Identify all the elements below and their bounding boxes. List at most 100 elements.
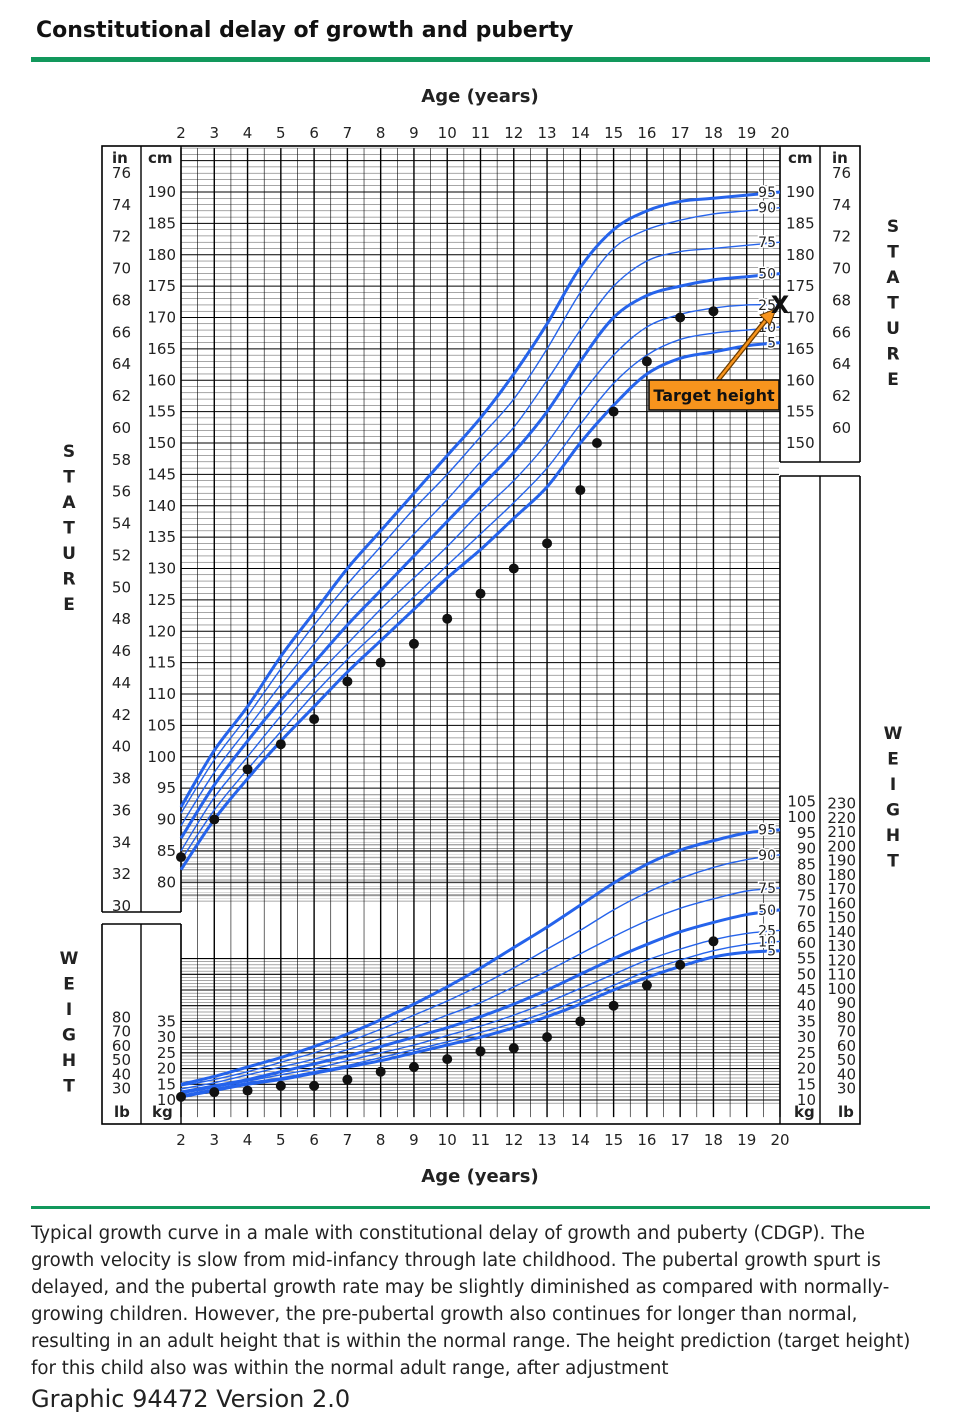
unit-in-left: in: [112, 149, 128, 167]
cm-tick-label-right: 180: [786, 246, 815, 264]
stature-label-right: R: [886, 345, 899, 365]
age-tick-label-bottom: 7: [343, 1131, 353, 1149]
lb-tick-label-right: 70: [837, 1023, 856, 1041]
stature-patient-point: [475, 588, 486, 599]
weight-percentile-label-p25: 25: [758, 923, 776, 939]
weight-patient-point: [575, 1016, 586, 1027]
weight-label-right: I: [890, 775, 896, 795]
age-tick-label-bottom: 19: [737, 1131, 756, 1149]
cm-tick-label-left: 150: [147, 434, 176, 452]
stature-patient-point: [708, 306, 719, 317]
lb-tick-label-right: 190: [827, 852, 856, 870]
left-scale-gap: [101, 912, 182, 924]
patient-points: [176, 306, 719, 1102]
target-height-arrow: [717, 314, 771, 381]
age-tick-label-bottom: 8: [376, 1131, 386, 1149]
kg-tick-label-right: 35: [797, 1012, 816, 1030]
page-title: Constitutional delay of growth and puber…: [36, 18, 574, 43]
weight-percentile-label-p5: 5: [767, 944, 776, 960]
cm-tick-label-left: 105: [147, 716, 176, 734]
weight-label-left: I: [66, 1000, 72, 1020]
age-tick-label-bottom: 9: [409, 1131, 419, 1149]
unit-kg-left: kg: [152, 1103, 173, 1121]
stature-patient-point: [375, 657, 386, 668]
cm-tick-label-left: 165: [147, 340, 176, 358]
stature-patient-point: [442, 613, 453, 624]
kg-tick-label-right: 40: [797, 997, 816, 1015]
cm-tick-label-left: 95: [157, 779, 176, 797]
age-tick-label-bottom: 3: [210, 1131, 220, 1149]
cm-tick-label-left: 130: [147, 560, 176, 578]
stature-percentile-label-p50: 50: [758, 267, 776, 283]
cm-tick-label-left: 100: [147, 748, 176, 766]
in-tick-label-left: 72: [112, 228, 131, 246]
age-tick-label-top: 17: [671, 124, 690, 142]
cm-tick-label-left: 160: [147, 371, 176, 389]
kg-tick-label-right: 95: [797, 824, 816, 842]
in-tick-label-left: 68: [112, 291, 131, 309]
stature-percentile-label-p75: 75: [758, 235, 776, 251]
kg-tick-label-right: 70: [797, 902, 816, 920]
weight-percentile-label-p95: 95: [758, 823, 776, 839]
lb-tick-label-right: 30: [837, 1080, 856, 1098]
weight-percentile-line-p75: [180, 887, 781, 1090]
stature-percentile-line-p90: [180, 206, 781, 814]
weight-patient-point: [708, 936, 719, 947]
weight-patient-point: [242, 1085, 253, 1096]
cm-tick-label-left: 180: [147, 246, 176, 264]
lb-tick-label-left: 70: [112, 1023, 131, 1041]
kg-tick-label-right: 45: [797, 981, 816, 999]
stature-percentile-line-p10: [180, 326, 781, 861]
kg-tick-label-right: 75: [797, 887, 816, 905]
stature-patient-point: [608, 406, 619, 417]
weight-label-right: T: [887, 852, 899, 872]
stature-label-right: S: [887, 217, 899, 237]
in-tick-label-left: 62: [112, 387, 131, 405]
cm-tick-label-right: 175: [786, 277, 815, 295]
age-tick-label-bottom: 12: [504, 1131, 523, 1149]
cm-tick-label-left: 115: [147, 654, 176, 672]
kg-tick-label-right: 55: [797, 950, 816, 968]
weight-patient-point: [275, 1080, 286, 1091]
stature-label-right: T: [887, 294, 899, 314]
kg-tick-label-left: 25: [157, 1044, 176, 1062]
stature-label-left: U: [62, 544, 76, 564]
stature-label-left: T: [63, 468, 75, 488]
cm-tick-label-left: 120: [147, 622, 176, 640]
age-tick-label-top: 14: [571, 124, 590, 142]
in-tick-label-left: 58: [112, 451, 131, 469]
cm-tick-label-left: 135: [147, 528, 176, 546]
age-tick-label-top: 8: [376, 124, 386, 142]
in-tick-label-left: 44: [112, 674, 131, 692]
in-tick-label-right: 60: [832, 419, 851, 437]
age-tick-label-bottom: 20: [770, 1131, 789, 1149]
age-tick-label-top: 10: [438, 124, 457, 142]
kg-tick-label-left: 20: [157, 1060, 176, 1078]
kg-tick-label-right: 15: [797, 1075, 816, 1093]
age-tick-label-top: 13: [538, 124, 557, 142]
age-tick-label-bottom: 6: [309, 1131, 319, 1149]
stature-label-right: T: [887, 243, 899, 263]
weight-patient-point: [508, 1043, 519, 1054]
stature-percentile-line-p50: [179, 272, 781, 840]
target-height-annotation: X Target height: [648, 291, 790, 411]
lb-tick-label-right: 40: [837, 1065, 856, 1083]
in-tick-label-right: 76: [832, 164, 851, 182]
weight-patient-point: [342, 1074, 353, 1085]
age-tick-label-bottom: 2: [176, 1131, 186, 1149]
stature-percentile-label-p95: 95: [758, 185, 776, 201]
in-tick-label-right: 72: [832, 228, 851, 246]
cm-tick-label-left: 80: [157, 873, 176, 891]
age-tick-label-top: 6: [309, 124, 319, 142]
stature-label-left: S: [63, 442, 75, 462]
age-tick-label-top: 19: [737, 124, 756, 142]
lb-tick-label-right: 180: [827, 866, 856, 884]
stature-patient-point: [209, 814, 220, 825]
cm-tick-label-left: 90: [157, 811, 176, 829]
kg-tick-label-right: 65: [797, 918, 816, 936]
lb-tick-label-right: 150: [827, 909, 856, 927]
caption-divider: [31, 1206, 930, 1209]
kg-tick-label-right: 85: [797, 855, 816, 873]
in-tick-label-right: 68: [832, 291, 851, 309]
